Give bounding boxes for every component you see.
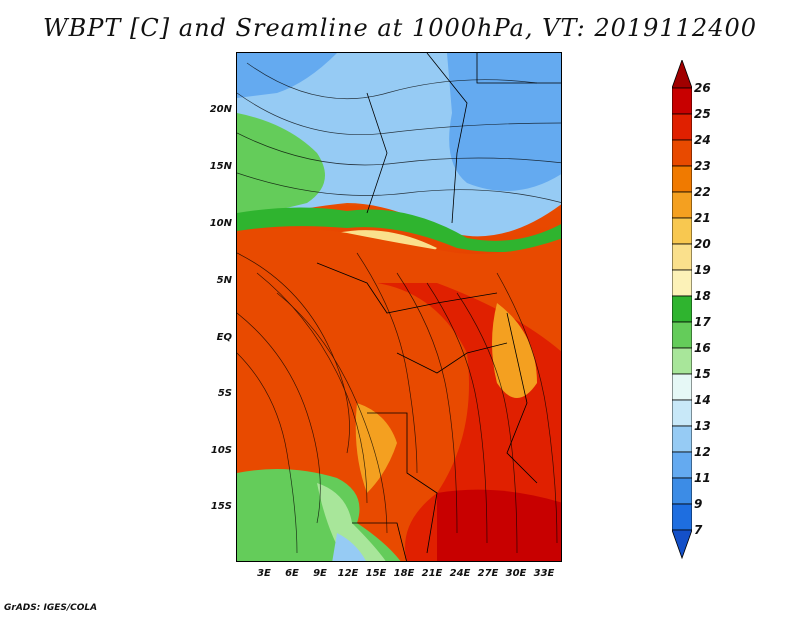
colorbar-label-16: 16	[694, 341, 711, 355]
colorbar-label-20: 20	[694, 237, 711, 251]
colorbar-segment	[672, 139, 692, 167]
colorbar-label-25: 25	[694, 107, 711, 121]
colorbar-segment	[672, 451, 692, 479]
colorbar-label-14: 14	[694, 393, 711, 407]
lat-label-10s: 10S	[210, 445, 232, 456]
colorbar-label-22: 22	[694, 185, 711, 199]
lat-label-5n: 5N	[216, 275, 232, 286]
colorbar-label-19: 19	[694, 263, 711, 277]
colorbar-segment	[672, 191, 692, 219]
lon-label-33e: 33E	[533, 568, 555, 579]
colorbar-segment	[672, 165, 692, 193]
colorbar-segment	[672, 529, 692, 560]
colorbar-segment	[672, 503, 692, 531]
lon-label-21e: 21E	[421, 568, 443, 579]
colorbar	[672, 60, 692, 560]
colorbar-segment	[672, 269, 692, 297]
colorbar-segment	[672, 477, 692, 505]
lat-label-5s: 5S	[217, 388, 232, 399]
lat-label-10n: 10N	[209, 218, 232, 229]
colorbar-label-18: 18	[694, 289, 711, 303]
map-plot-area	[237, 53, 561, 561]
colorbar-label-26: 26	[694, 81, 711, 95]
lon-label-12e: 12E	[337, 568, 359, 579]
colorbar-segment	[672, 217, 692, 245]
colorbar-segment	[672, 399, 692, 427]
colorbar-label-23: 23	[694, 159, 711, 173]
colorbar-label-11: 11	[694, 471, 711, 485]
colorbar-label-24: 24	[694, 133, 711, 147]
lon-label-3e: 3E	[257, 568, 271, 579]
colorbar-segment	[672, 295, 692, 323]
colorbar-segment	[672, 243, 692, 271]
colorbar-segment	[672, 113, 692, 141]
footer-credit: GrADS: IGES/COLA	[4, 603, 98, 613]
lon-label-27e: 27E	[477, 568, 499, 579]
colorbar-label-21: 21	[694, 211, 711, 225]
colorbar-label-13: 13	[694, 419, 711, 433]
lat-label-20n: 20N	[209, 104, 232, 115]
lat-label-eq: EQ	[216, 332, 232, 343]
lon-label-30e: 30E	[505, 568, 527, 579]
colorbar-segment	[672, 321, 692, 349]
lon-label-24e: 24E	[449, 568, 471, 579]
colorbar-segment	[672, 347, 692, 375]
lon-label-18e: 18E	[393, 568, 415, 579]
colorbar-segment	[672, 60, 692, 89]
lon-label-6e: 6E	[285, 568, 299, 579]
lat-label-15s: 15S	[210, 501, 232, 512]
colorbar-label-9: 9	[694, 497, 703, 511]
wbpt-streamline-map	[236, 52, 562, 562]
colorbar-segment	[672, 425, 692, 453]
colorbar-label-7: 7	[694, 523, 703, 537]
lat-label-15n: 15N	[209, 161, 232, 172]
map-title: WBPT [C] and Sreamline at 1000hPa, VT: 2…	[42, 14, 758, 42]
colorbar-label-17: 17	[694, 315, 711, 329]
lon-label-9e: 9E	[313, 568, 327, 579]
colorbar-segment	[672, 87, 692, 115]
lon-label-15e: 15E	[365, 568, 387, 579]
colorbar-label-15: 15	[694, 367, 711, 381]
colorbar-segment	[672, 373, 692, 401]
colorbar-label-12: 12	[694, 445, 711, 459]
